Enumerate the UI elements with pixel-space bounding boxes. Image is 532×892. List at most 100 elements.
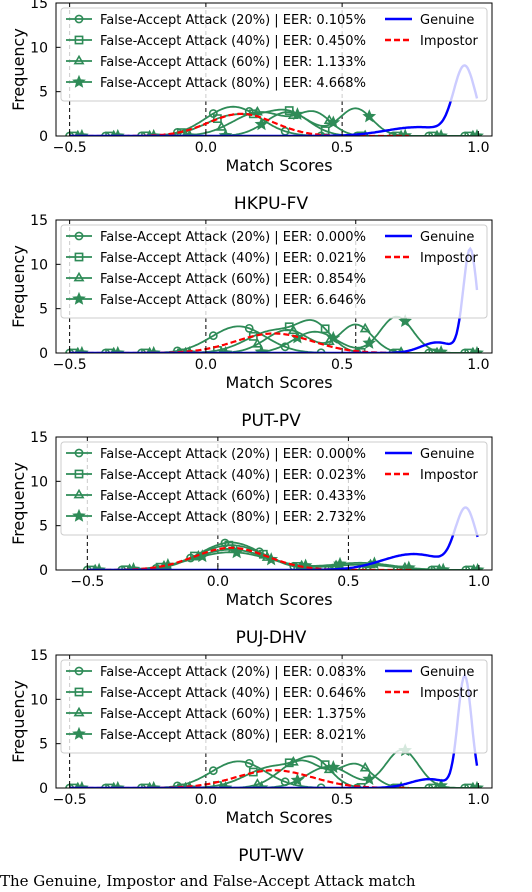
chart-panel-4: −0.5 0.0 0.5 1.0 0 5 10 15 Match Scores Frequency… <box>9 648 493 866</box>
legend-marker <box>72 508 86 522</box>
attack-series-marker <box>218 345 233 353</box>
attack-series-marker <box>172 781 182 788</box>
x-tick-label: 0.5 <box>337 574 359 590</box>
x-tick-label: 1.0 <box>467 792 489 808</box>
impostor-line <box>69 332 409 353</box>
genuine-line <box>69 246 479 353</box>
attack-series-marker <box>326 115 341 129</box>
attack-series-line-4 <box>69 748 479 788</box>
legend-marker <box>74 469 84 479</box>
legend-box <box>60 441 488 536</box>
legend-impostor-label: Impostor <box>420 34 479 49</box>
legend-entry-label: False-Accept Attack (40%) | EER: 0.021% <box>100 251 366 266</box>
attack-series-marker <box>326 759 341 774</box>
legend-genuine-label: Genuine <box>420 13 474 28</box>
legend-marker <box>74 14 84 24</box>
legend-entry-label: False-Accept Attack (40%) | EER: 0.023% <box>100 468 366 483</box>
attack-series-line-3 <box>69 759 479 788</box>
attack-series-marker <box>434 778 448 788</box>
legend-genuine-label: Genuine <box>420 230 474 245</box>
attack-series-marker <box>264 552 279 566</box>
attack-series-marker <box>146 780 161 788</box>
legend-marker <box>74 666 84 676</box>
legend-marker <box>74 687 84 697</box>
legend-entry-label: False-Accept Attack (60%) | EER: 1.133% <box>100 55 366 70</box>
attack-series-marker <box>362 109 377 123</box>
attack-series-marker <box>470 562 485 570</box>
chart-title: PUT-PV <box>241 411 301 431</box>
x-tick-label: 1.0 <box>467 357 489 373</box>
attack-series-marker <box>362 335 377 349</box>
attack-series-marker <box>182 128 197 136</box>
legend-marker <box>74 35 84 45</box>
attack-series-marker <box>359 322 371 333</box>
legend-marker <box>72 726 86 740</box>
y-tick-label: 5 <box>39 302 48 318</box>
x-tick-label: 0.0 <box>195 357 217 373</box>
axes-frame <box>55 654 493 789</box>
attack-series-marker <box>218 780 233 788</box>
y-tick-label: 0 <box>39 129 48 145</box>
attack-series-marker <box>69 783 79 788</box>
attack-series-marker <box>111 345 125 353</box>
x-axis-label: Match Scores <box>225 590 332 609</box>
attack-series-marker <box>436 562 451 570</box>
legend-box <box>60 659 488 754</box>
legend-entry-label: False-Accept Attack (80%) | EER: 2.732% <box>100 510 366 525</box>
attack-series-line-1 <box>69 325 479 353</box>
y-tick-label: 0 <box>39 563 48 579</box>
attack-series-marker <box>75 128 89 136</box>
axes-frame <box>55 219 493 354</box>
legend-box <box>60 7 488 102</box>
y-tick-label: 10 <box>30 257 48 273</box>
x-tick-label: 0.5 <box>331 140 353 156</box>
legend-marker <box>72 291 86 305</box>
y-axis-label: Frequency <box>9 680 28 763</box>
legend-genuine-label: Genuine <box>420 665 474 680</box>
attack-series-marker <box>92 562 106 570</box>
y-tick-label: 5 <box>39 737 48 753</box>
attack-series-marker <box>465 565 475 570</box>
attack-series-marker <box>428 783 438 788</box>
x-tick-label: −0.5 <box>70 574 104 590</box>
y-tick-label: 0 <box>39 346 48 362</box>
attack-series-marker <box>290 107 305 121</box>
chart-panel-3: −0.5 0.0 0.5 1.0 0 5 10 15 Match Scores Frequency… <box>9 430 493 648</box>
y-tick-label: 10 <box>30 692 48 708</box>
attack-series-marker <box>251 337 263 348</box>
attack-series-marker <box>290 773 305 787</box>
x-tick-label: 0.0 <box>195 140 217 156</box>
attack-series-marker <box>105 783 115 788</box>
legend-entry-label: False-Accept Attack (60%) | EER: 1.375% <box>100 707 366 722</box>
legend-marker <box>74 252 84 262</box>
attack-series-marker <box>326 330 341 344</box>
x-axis-label: Match Scores <box>225 808 332 827</box>
x-axis-label: Match Scores <box>225 373 332 392</box>
x-tick-label: −0.5 <box>53 792 87 808</box>
attack-series-marker <box>208 331 218 341</box>
legend-marker <box>73 706 85 717</box>
attack-series-line-3 <box>87 548 479 570</box>
attack-series-marker <box>398 314 412 328</box>
attack-series-marker <box>254 344 269 353</box>
attack-series-line-1 <box>69 760 479 788</box>
legend: False-Accept Attack (20%) | EER: 0.000% F… <box>60 224 488 319</box>
attack-series-marker <box>75 345 89 353</box>
y-tick-label: 15 <box>30 430 48 446</box>
x-tick-label: 0.5 <box>331 792 353 808</box>
x-tick-label: −0.5 <box>53 357 87 373</box>
legend-entry-label: False-Accept Attack (40%) | EER: 0.646% <box>100 686 366 701</box>
attack-series-marker <box>172 346 182 353</box>
y-axis-label: Frequency <box>9 28 28 111</box>
attack-series-marker <box>111 128 125 136</box>
genuine-line <box>69 64 479 136</box>
y-tick-label: 10 <box>30 40 48 56</box>
legend-entry-label: False-Accept Attack (80%) | EER: 8.021% <box>100 728 366 743</box>
attack-series-line-2 <box>69 755 479 788</box>
legend-entry-label: False-Accept Attack (20%) | EER: 0.000% <box>100 230 366 245</box>
attack-series-marker <box>320 324 330 334</box>
attack-series-marker <box>287 324 299 335</box>
genuine-line <box>69 673 479 788</box>
legend-marker <box>74 231 84 241</box>
x-axis-label: Match Scores <box>225 156 332 175</box>
